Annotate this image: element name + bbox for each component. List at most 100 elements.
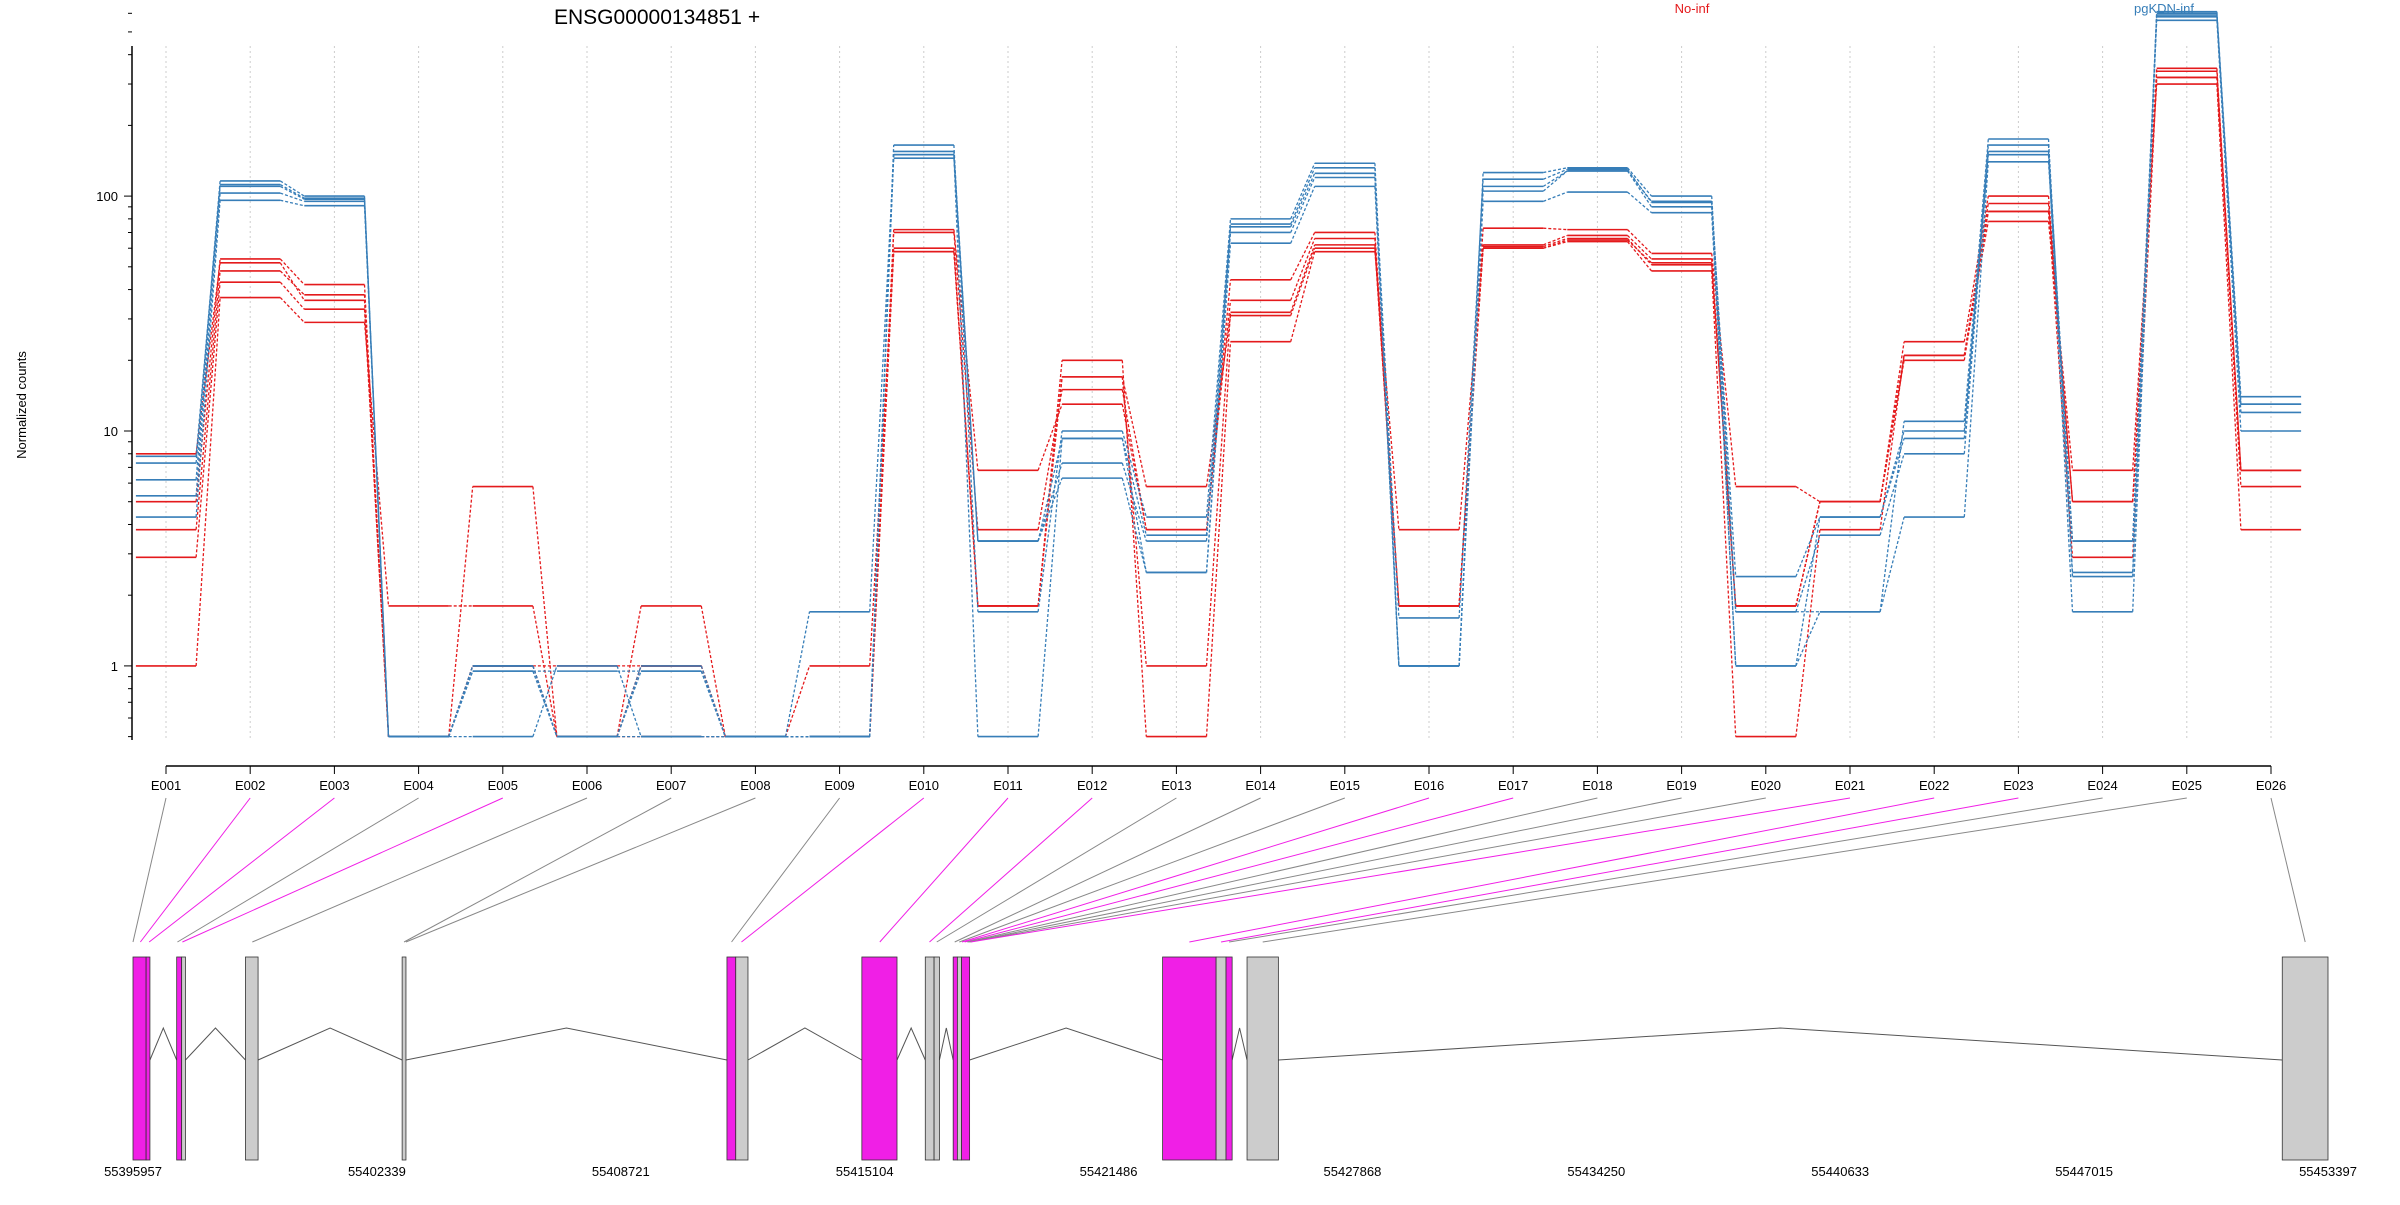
exon-mapping-line: [148, 797, 335, 943]
connector-segment: [2132, 16, 2158, 612]
connector-segment: [1458, 191, 1484, 666]
connector-segment: [195, 297, 221, 666]
connector-segment: [1121, 462, 1147, 542]
connector-segment: [1795, 516, 1821, 667]
connector-segment: [279, 270, 305, 296]
genomic-coordinate-label: 55415104: [836, 1164, 894, 1179]
y-axis-label: Normalized counts: [14, 351, 29, 459]
x-tick-label: E024: [2087, 778, 2117, 793]
exon-block-significant: [861, 956, 898, 1161]
connector-segment: [1290, 247, 1316, 316]
connector-segment: [1037, 430, 1063, 612]
connector-segment: [2047, 211, 2074, 558]
connector-segment: [279, 281, 305, 310]
exon-mapping-line: [1220, 797, 2019, 943]
connector-segment: [279, 258, 305, 286]
y-tick-label: 1: [111, 659, 118, 674]
exon-block: [401, 956, 407, 1161]
connector-segment: [195, 186, 221, 457]
exon-block: [245, 956, 259, 1161]
connector-segment: [1037, 477, 1063, 542]
connector-segment: [363, 300, 390, 737]
axes: 1 10 100 E001 E002 E003 E004 E005 E006 E007 E008 E0…: [96, 12, 2286, 793]
x-tick-label: E004: [403, 778, 433, 793]
connector-segment: [1121, 389, 1147, 530]
connector-segment: [1627, 229, 1652, 254]
connector-segment: [1290, 238, 1316, 301]
connector-segment: [953, 144, 979, 612]
connector-segment: [869, 158, 895, 612]
exon-block-significant: [132, 956, 147, 1161]
genomic-coordinate-label: 55453397: [2299, 1164, 2357, 1179]
connector-segment: [1037, 389, 1063, 530]
connector-segment: [195, 282, 221, 558]
exon-block: [2281, 956, 2329, 1161]
intron-line: [747, 1027, 863, 1061]
gene-model: 55395957 55402339 55408721 55415104 55421486…: [104, 956, 2357, 1179]
connector-segment: [700, 605, 726, 737]
x-tick-label: E005: [488, 778, 518, 793]
x-tick-label: E006: [572, 778, 602, 793]
exon-mapping-line: [970, 797, 1851, 943]
x-tick-label: E018: [1582, 778, 1612, 793]
connector-segment: [1963, 161, 1989, 518]
exon-mapping-line: [403, 797, 672, 943]
exon-mapping-line: [954, 797, 1261, 943]
exon-mapping-line: [967, 797, 1598, 943]
x-tick-label: E026: [2256, 778, 2286, 793]
exon-mapping-line: [1262, 797, 2187, 943]
connector-segment: [1290, 186, 1316, 244]
exon-block-significant: [1162, 956, 1217, 1161]
x-tick-label: E002: [235, 778, 265, 793]
grid: [165, 46, 2272, 740]
exon-mapping-line: [969, 797, 1766, 943]
genomic-coordinate-label: 55395957: [104, 1164, 162, 1179]
connector-segment: [1627, 239, 1652, 264]
connector-segment: [869, 229, 895, 737]
connector-segment: [1627, 234, 1652, 260]
exon-block: [933, 956, 940, 1161]
x-tick-label: E021: [1835, 778, 1865, 793]
genomic-coordinate-label: 55440633: [1811, 1164, 1869, 1179]
connector-segment: [1626, 170, 1653, 202]
connector-segment: [1121, 438, 1147, 573]
connector-segment: [1290, 167, 1316, 225]
x-tick-label: E003: [319, 778, 349, 793]
connector-segment: [1626, 241, 1653, 272]
connector-segment: [1037, 438, 1063, 542]
connector-segment: [1458, 179, 1484, 618]
exon-mapping-line: [252, 797, 588, 943]
connector-segment: [1627, 167, 1652, 197]
connector-segment: [195, 193, 221, 496]
connector-segment: [1711, 258, 1737, 606]
connector-segment: [1205, 341, 1232, 737]
connector-segment: [1711, 201, 1737, 666]
connector-segment: [616, 665, 642, 737]
connector-segment: [1543, 237, 1568, 248]
exon-block-significant: [726, 956, 737, 1161]
exon-block-significant: [176, 956, 183, 1161]
intron-line: [149, 1026, 178, 1061]
connector-segment: [1290, 251, 1316, 342]
exon-mapping-line: [139, 797, 251, 943]
connector-segment: [1626, 168, 1653, 203]
intron-line: [1278, 1027, 2283, 1061]
legend-item-no-inf: No-inf: [1675, 1, 1710, 16]
exon-mapping-line: [1189, 797, 1935, 943]
y-tick-label: 100: [96, 189, 118, 204]
connector-segment: [1037, 462, 1063, 542]
connector-segment: [279, 185, 305, 200]
x-tick-label: E014: [1245, 778, 1275, 793]
connector-segment: [1543, 167, 1568, 174]
intron-line: [257, 1027, 403, 1061]
connector-segment: [279, 262, 305, 301]
connector-segment: [1879, 438, 1905, 518]
exon-mapping-lines: [132, 797, 2306, 943]
exon-block: [924, 956, 935, 1161]
exon-mapping-line: [964, 797, 1514, 943]
x-tick-label: E013: [1161, 778, 1191, 793]
connector-segment: [700, 670, 726, 737]
connector-segment: [1795, 516, 1821, 577]
connector-segment: [2216, 77, 2242, 471]
